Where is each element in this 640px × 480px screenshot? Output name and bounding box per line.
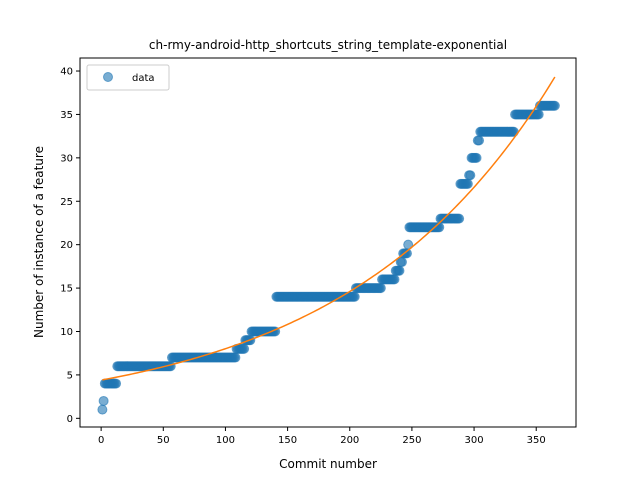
y-tick-label: 20 bbox=[60, 240, 73, 251]
data-point bbox=[97, 404, 108, 415]
x-tick-label: 250 bbox=[402, 435, 421, 446]
data-point bbox=[471, 152, 482, 163]
data-point bbox=[396, 257, 407, 268]
legend-label-data: data bbox=[132, 73, 155, 84]
data-point bbox=[549, 100, 560, 111]
data-point bbox=[454, 213, 465, 224]
y-tick-label: 40 bbox=[60, 67, 73, 78]
x-tick-label: 150 bbox=[278, 435, 297, 446]
y-tick-label: 10 bbox=[60, 327, 73, 338]
x-axis-label: Commit number bbox=[279, 457, 377, 471]
x-tick-label: 50 bbox=[157, 435, 170, 446]
y-axis-label: Number of instance of a feature bbox=[32, 146, 46, 338]
legend-marker-data bbox=[103, 72, 113, 82]
y-tick-label: 15 bbox=[60, 284, 73, 295]
plot-frame bbox=[79, 57, 577, 428]
y-tick-label: 0 bbox=[67, 414, 73, 425]
data-point bbox=[389, 274, 400, 285]
data-point bbox=[111, 378, 122, 389]
x-tick-label: 300 bbox=[465, 435, 484, 446]
data-point bbox=[239, 343, 250, 354]
fit-line bbox=[102, 76, 556, 381]
x-tick-label: 0 bbox=[98, 435, 104, 446]
y-tick-label: 25 bbox=[60, 197, 73, 208]
data-point bbox=[375, 283, 386, 294]
data-point bbox=[394, 265, 405, 276]
data-point bbox=[465, 170, 476, 181]
x-tick-label: 350 bbox=[527, 435, 546, 446]
y-axis-ticks: 0 5 10 15 20 25 30 35 40 bbox=[60, 67, 80, 425]
y-tick-label: 30 bbox=[60, 153, 73, 164]
data-point bbox=[98, 395, 109, 406]
plot-area bbox=[97, 76, 560, 415]
data-point bbox=[230, 352, 241, 363]
x-axis-ticks: 0 50 100 150 200 250 300 350 bbox=[98, 427, 546, 446]
legend-box bbox=[86, 64, 170, 91]
data-point bbox=[474, 135, 485, 146]
data-point bbox=[434, 222, 445, 233]
y-tick-label: 35 bbox=[60, 110, 73, 121]
data-point bbox=[403, 239, 414, 250]
legend: data bbox=[86, 64, 170, 91]
y-tick-label: 5 bbox=[67, 370, 73, 381]
x-tick-label: 100 bbox=[216, 435, 235, 446]
chart-title: ch-rmy-android-http_shortcuts_string_tem… bbox=[149, 38, 507, 52]
x-tick-label: 200 bbox=[340, 435, 359, 446]
data-point bbox=[462, 178, 473, 189]
data-point bbox=[349, 291, 360, 302]
data-point bbox=[533, 109, 544, 120]
